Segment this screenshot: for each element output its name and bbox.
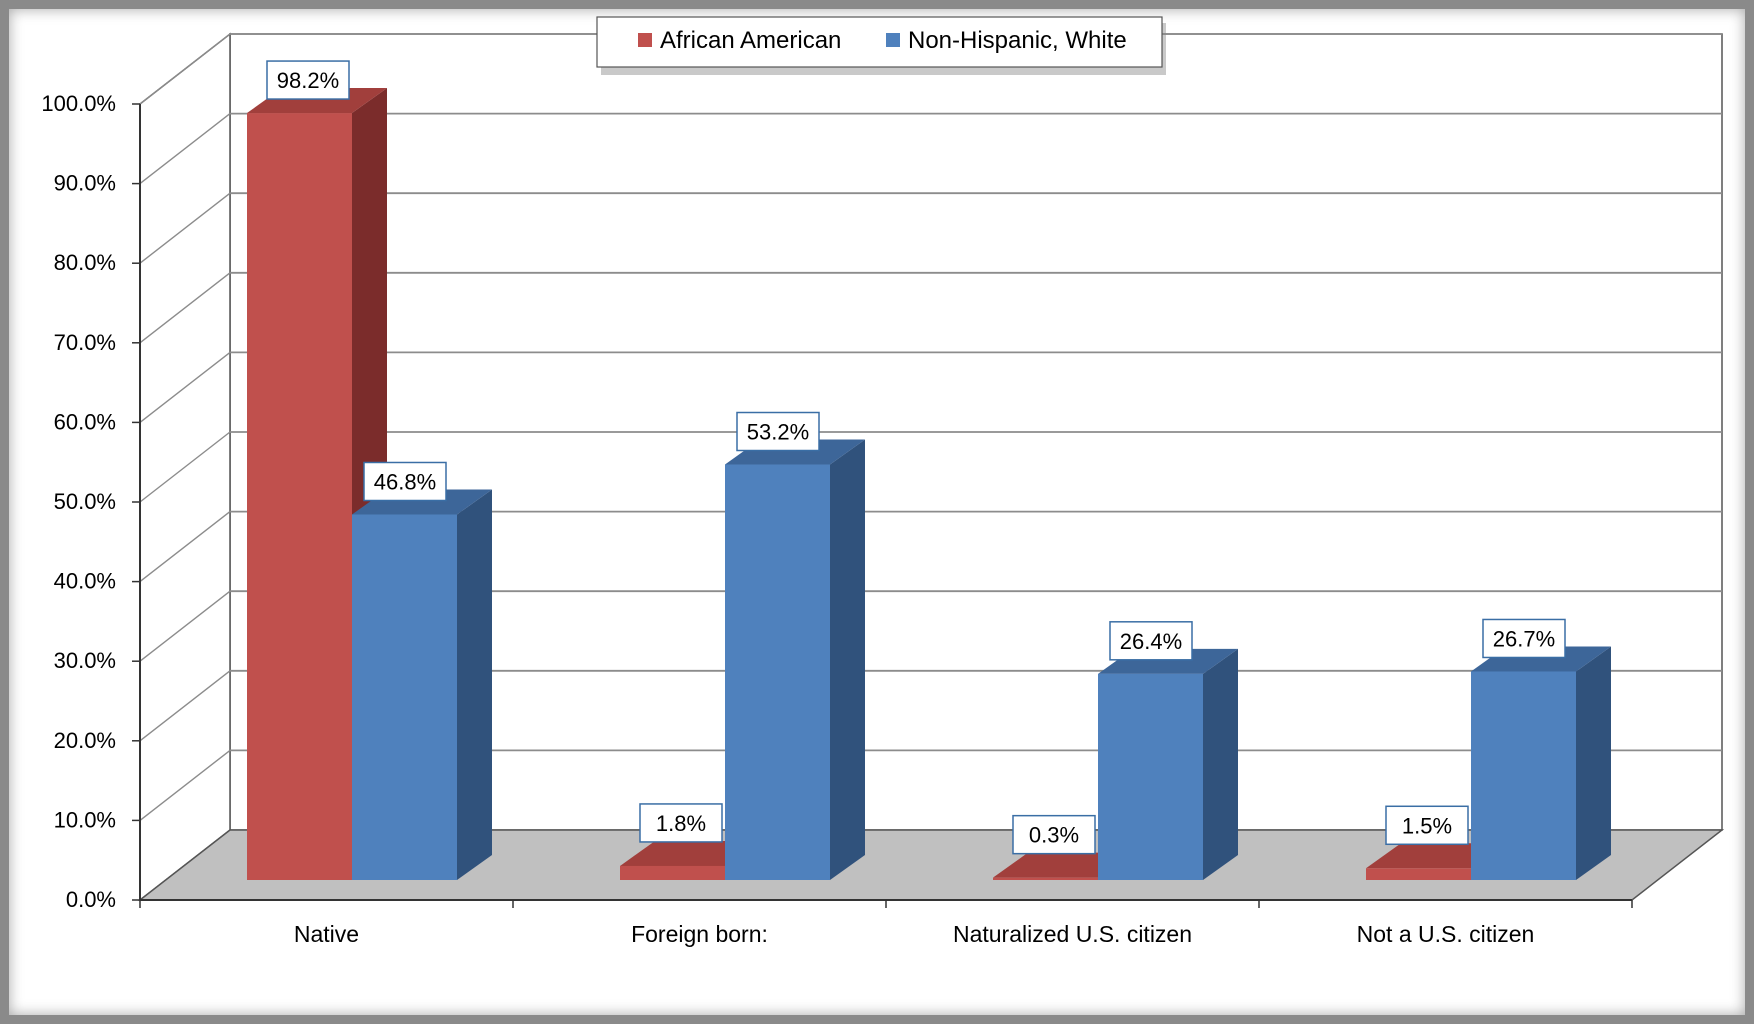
legend-label: African American bbox=[660, 27, 841, 54]
data-label-text: 1.8% bbox=[656, 811, 706, 836]
data-label: 46.8% bbox=[363, 461, 447, 502]
axes bbox=[132, 103, 1633, 908]
y-tick-label: 50.0% bbox=[54, 489, 116, 514]
bar-non-hispanic-white bbox=[1471, 646, 1611, 880]
bar-front bbox=[1098, 673, 1203, 880]
gridline-side bbox=[139, 590, 231, 662]
gridline-side bbox=[139, 670, 231, 742]
gridline-side bbox=[139, 511, 231, 583]
x-axis-category-labels: Native Foreign born: Naturalized U.S. citi… bbox=[294, 921, 1534, 947]
data-label: 26.4% bbox=[1109, 621, 1193, 661]
y-axis-tick-labels: 0.0% 10.0% 20.0% 30.0% 40.0% 50.0% 60.0% 70.0% 8… bbox=[41, 91, 116, 912]
data-label: 53.2% bbox=[736, 411, 820, 452]
data-label-box bbox=[1109, 621, 1193, 661]
y-tick-label: 70.0% bbox=[54, 330, 116, 355]
data-label: 1.8% bbox=[639, 803, 723, 843]
y-tick-label: 10.0% bbox=[54, 807, 116, 832]
data-label-text: 46.8% bbox=[374, 469, 436, 494]
gridline-side bbox=[139, 272, 231, 344]
y-tick-label: 90.0% bbox=[54, 171, 116, 196]
data-label-box bbox=[639, 803, 723, 843]
gridline-side bbox=[139, 113, 231, 185]
bar-front bbox=[993, 877, 1098, 880]
gridline-side bbox=[139, 192, 231, 264]
bar-side bbox=[457, 489, 492, 880]
y-tick-label: 0.0% bbox=[66, 887, 116, 912]
y-tick-label: 30.0% bbox=[54, 648, 116, 673]
data-label-text: 98.2% bbox=[277, 68, 339, 93]
gridline-side bbox=[139, 431, 231, 503]
data-label-box bbox=[1482, 618, 1566, 659]
legend-box bbox=[596, 16, 1163, 68]
data-label-text: 0.3% bbox=[1029, 823, 1079, 848]
bar-non-hispanic-white bbox=[725, 439, 865, 880]
bar-side bbox=[1203, 648, 1238, 880]
bar-front bbox=[725, 464, 830, 880]
x-category-label: Not a U.S. citizen bbox=[1357, 921, 1535, 947]
data-label: 0.3% bbox=[1012, 814, 1096, 855]
data-label-box bbox=[736, 411, 820, 452]
data-label-box bbox=[1012, 814, 1096, 855]
data-label: 1.5% bbox=[1385, 805, 1469, 846]
x-category-label: Native bbox=[294, 921, 359, 947]
bar-front bbox=[620, 865, 725, 880]
y-tick-label: 40.0% bbox=[54, 569, 116, 594]
gridline-side bbox=[139, 749, 231, 821]
y-tick-label: 60.0% bbox=[54, 409, 116, 434]
data-label-box bbox=[266, 60, 350, 100]
legend-swatch bbox=[638, 33, 652, 47]
y-tick-label: 100.0% bbox=[41, 91, 116, 116]
y-tick-label: 20.0% bbox=[54, 728, 116, 753]
x-category-label: Foreign born: bbox=[631, 921, 768, 947]
data-label: 98.2% bbox=[266, 60, 350, 100]
bar-front bbox=[247, 113, 352, 881]
data-label-box bbox=[1385, 805, 1469, 846]
bar-front bbox=[352, 514, 457, 880]
data-label-text: 26.7% bbox=[1493, 626, 1555, 651]
bar-side bbox=[830, 439, 865, 880]
legend: African American Non-Hispanic, White bbox=[596, 16, 1166, 75]
bar-side bbox=[1576, 646, 1611, 880]
data-label-text: 1.5% bbox=[1402, 813, 1452, 838]
bar-non-hispanic-white bbox=[352, 489, 492, 880]
legend-swatch bbox=[886, 33, 900, 47]
x-category-label: Naturalized U.S. citizen bbox=[953, 921, 1192, 947]
legend-label: Non-Hispanic, White bbox=[908, 27, 1127, 54]
data-labels: 98.2% 46.8% 1.8% 53.2% 0.3% 26.4% 1.5% 26.7% bbox=[266, 60, 1566, 855]
bar-front bbox=[1471, 671, 1576, 880]
gridline-side bbox=[139, 351, 231, 423]
gridline-side bbox=[139, 33, 231, 105]
data-label: 26.7% bbox=[1482, 618, 1566, 659]
data-label-text: 53.2% bbox=[747, 420, 809, 445]
data-label-text: 26.4% bbox=[1120, 629, 1182, 654]
y-tick-label: 80.0% bbox=[54, 250, 116, 275]
data-label-box bbox=[363, 461, 447, 502]
bar-front bbox=[1366, 868, 1471, 880]
bar-non-hispanic-white bbox=[1098, 648, 1238, 880]
